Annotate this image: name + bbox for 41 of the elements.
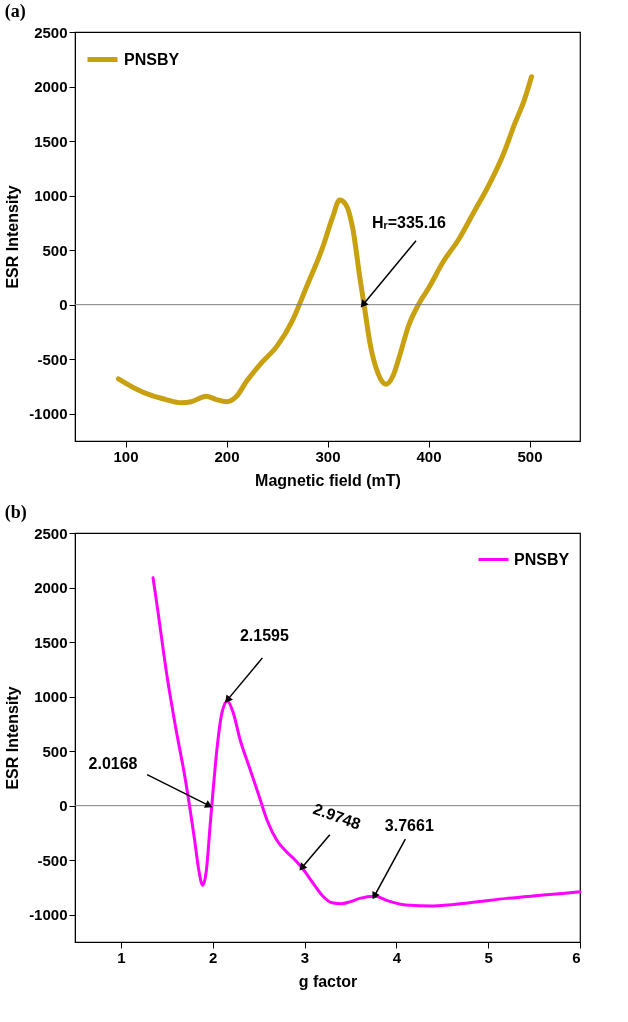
y-tick-label: 2500 [34,524,68,542]
x-tick-label: 3 [300,948,310,966]
x-axis-title: Magnetic field (mT) [255,471,401,489]
line-series [151,576,582,908]
y-tick-label: 1000 [34,187,68,205]
chart-title: (b) [4,502,27,523]
legend-label: PNSBY [514,550,570,568]
y-axis-title: ESR Intensity [4,686,22,790]
annotation: Hᵣ=335.16 [372,213,447,231]
x-axis-title: g factor [298,972,358,990]
x-tick-label: 100 [113,447,139,465]
legend-label: PNSBY [124,50,180,68]
y-tick-label: 1500 [34,633,68,651]
x-tick-label: 6 [572,948,581,966]
y-tick-label: 500 [42,742,68,760]
x-tick-label: 4 [392,948,402,966]
y-tick-label: 2500 [34,23,68,41]
y-tick-label: 2000 [34,579,68,597]
chart-title: (a) [4,1,26,22]
y-tick-label: 1000 [34,688,68,706]
y-tick-label: 500 [42,241,68,259]
y-axis-title: ESR Intensity [4,185,22,289]
y-tick-label: -500 [37,350,68,368]
x-tick-label: 2 [209,948,218,966]
y-tick-label: 1500 [34,132,68,150]
annotation: 2.1595 [239,626,289,644]
annotation: 3.7661 [384,817,434,835]
x-tick-label: 400 [416,447,442,465]
x-tick-label: 300 [315,447,341,465]
x-tick-label: 500 [517,447,543,465]
y-tick-label: 2000 [34,78,68,96]
y-tick-label: 0 [59,797,68,815]
annotation: 2.0168 [88,754,138,772]
y-tick-label: -500 [37,851,68,869]
x-tick-label: 200 [214,447,240,465]
y-tick-label: -1000 [29,405,68,423]
annotation: 2.9748 [311,800,363,833]
x-tick-label: 1 [117,948,126,966]
y-tick-label: -1000 [29,906,68,924]
y-tick-label: 0 [59,296,68,314]
x-tick-label: 5 [484,948,493,966]
